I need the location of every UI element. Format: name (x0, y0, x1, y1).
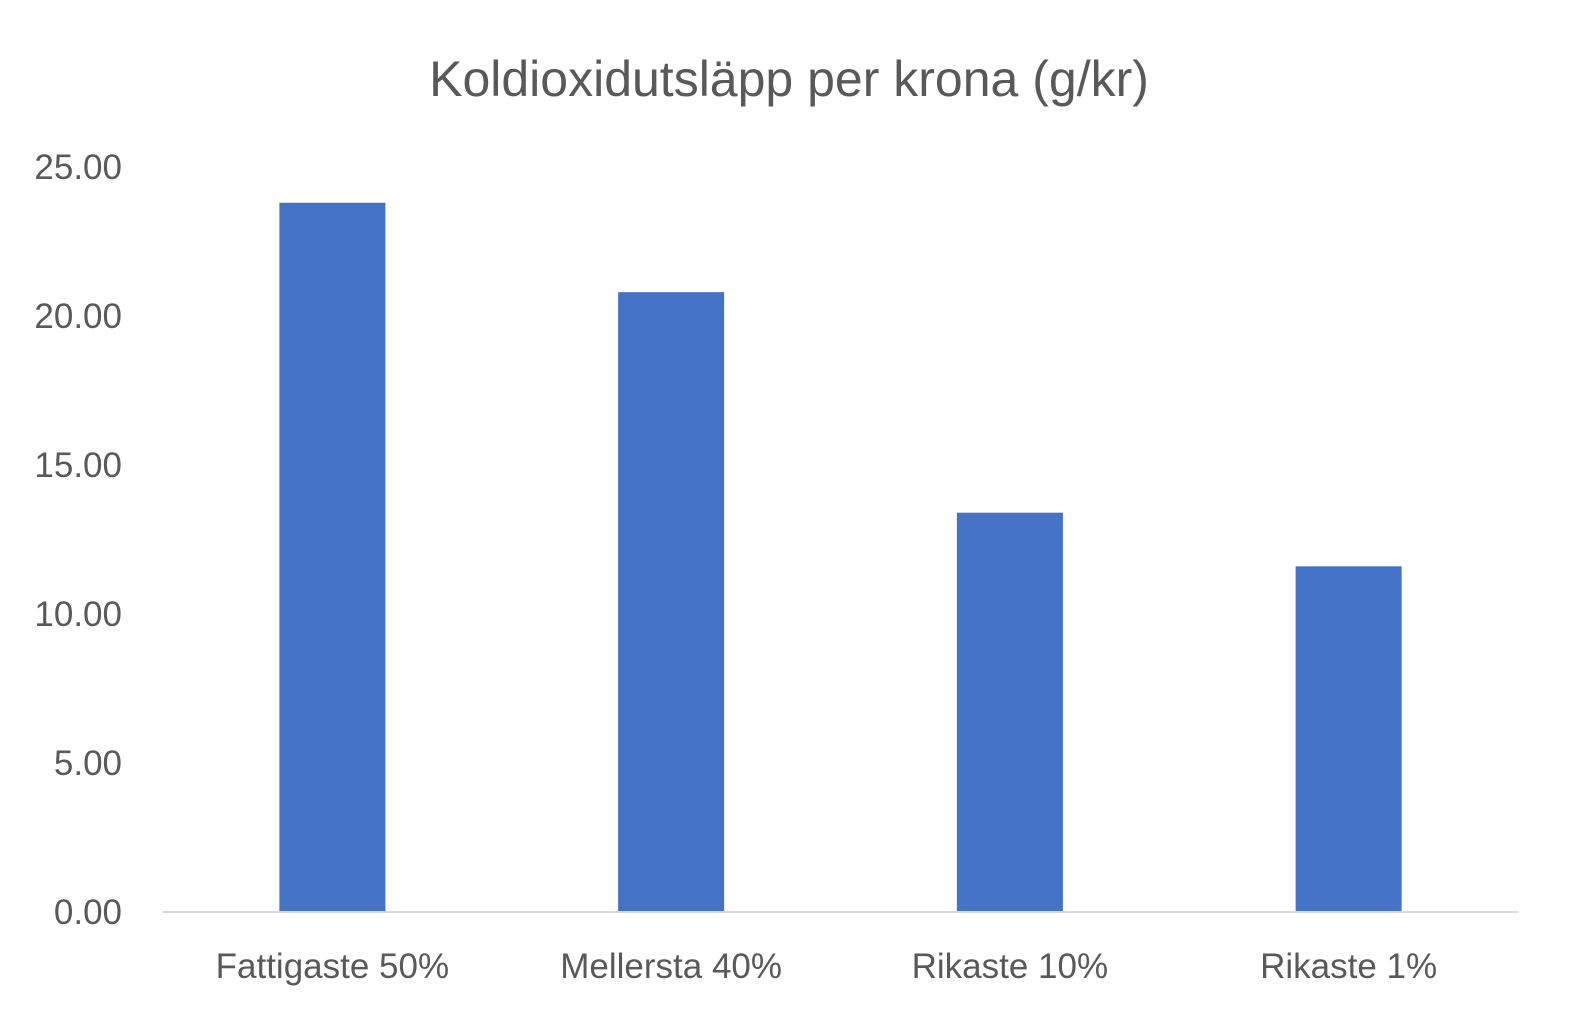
y-axis-ticks: 0.00 5.00 10.00 15.00 20.00 25.00 (34, 148, 122, 932)
y-tick-label: 10.00 (34, 595, 122, 634)
x-category-label: Mellersta 40% (560, 947, 782, 986)
y-tick-label: 5.00 (54, 744, 122, 783)
y-tick-label: 0.00 (54, 893, 122, 932)
bar (618, 292, 725, 912)
x-category-label: Fattigaste 50% (216, 947, 449, 986)
y-tick-label: 25.00 (34, 148, 122, 187)
chart-title: Koldioxidutsläpp per krona (g/kr) (429, 51, 1149, 107)
x-category-label: Rikaste 10% (912, 947, 1108, 986)
bar (1295, 566, 1402, 912)
x-axis-labels: Fattigaste 50% Mellersta 40% Rikaste 10% Ri… (216, 947, 1438, 986)
bar (956, 512, 1063, 912)
bar (279, 202, 386, 912)
y-tick-label: 20.00 (34, 297, 122, 336)
y-tick-label: 15.00 (34, 446, 122, 485)
bars-group (279, 202, 1402, 912)
x-category-label: Rikaste 1% (1260, 947, 1437, 986)
